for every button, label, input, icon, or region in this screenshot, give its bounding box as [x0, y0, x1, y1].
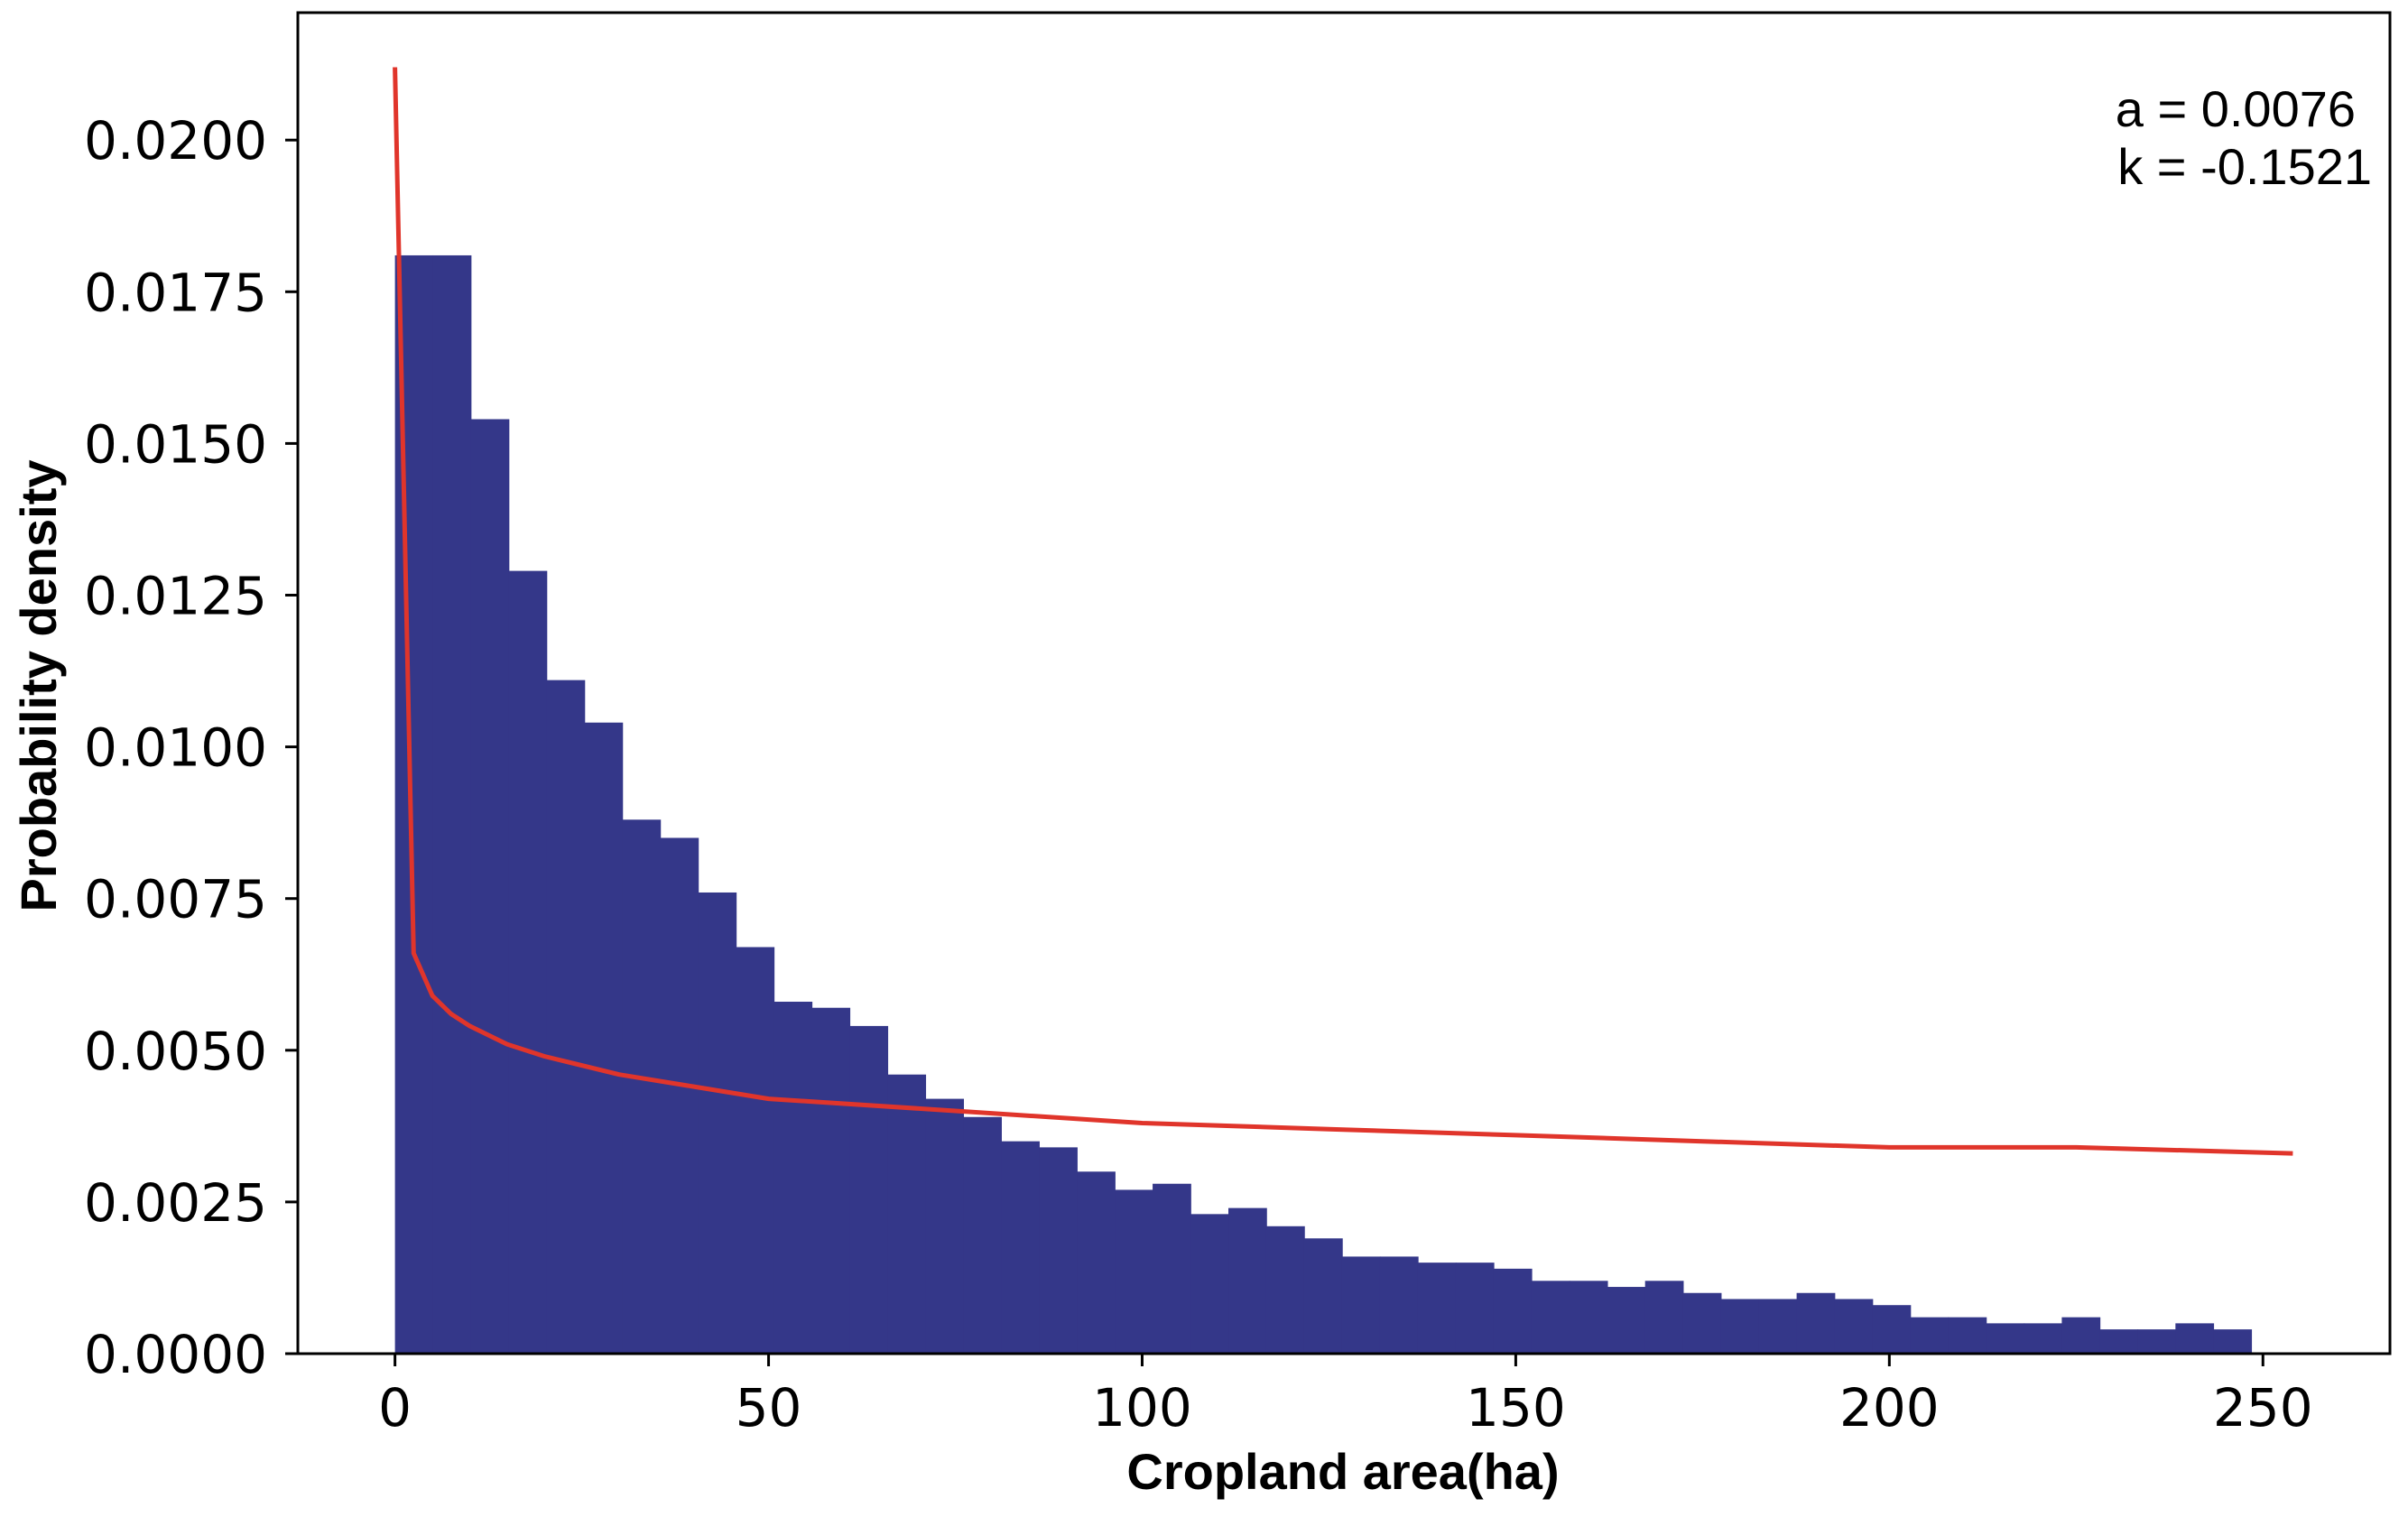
histogram-bar: [660, 837, 699, 1354]
x-tick-label: 250: [2213, 1377, 2313, 1438]
histogram-bar: [1379, 1256, 1419, 1354]
histogram-bar: [811, 1007, 851, 1354]
x-tick-label: 100: [1092, 1377, 1192, 1438]
histogram-bar: [1417, 1263, 1457, 1354]
histogram-bar: [1341, 1256, 1381, 1354]
histogram-bar: [584, 722, 624, 1354]
histogram-bar: [2061, 1317, 2101, 1354]
histogram-bar: [546, 680, 586, 1354]
y-axis-title: Probability density: [10, 460, 67, 912]
x-tick-label: 150: [1466, 1377, 1566, 1438]
y-tick-label: 0.0200: [84, 110, 267, 171]
histogram-bars: [394, 254, 2253, 1355]
y-axis-ticks: 0.0000 0.0025 0.0050 0.0075 0.0100 0.0125 0.01…: [84, 110, 298, 1385]
histogram-bar: [2099, 1329, 2139, 1354]
histogram-bar: [1910, 1317, 1950, 1354]
histogram-bar: [1190, 1214, 1229, 1354]
histogram-bar: [1986, 1323, 2025, 1354]
histogram-bar: [1265, 1226, 1305, 1354]
fit-curve-layer: [393, 67, 2293, 1156]
y-tick-label: 0.0175: [84, 262, 267, 323]
x-tick-label: 0: [378, 1377, 412, 1438]
histogram-bar: [963, 1116, 1002, 1354]
histogram-bar: [1115, 1189, 1153, 1354]
histogram-bar: [2175, 1323, 2215, 1354]
histogram-bar: [1758, 1299, 1798, 1354]
histogram-bar: [1001, 1141, 1040, 1354]
histogram-bar: [470, 419, 510, 1354]
histogram-bar: [1077, 1171, 1116, 1354]
histogram-bar: [1834, 1299, 1874, 1354]
histogram-bar: [1455, 1263, 1495, 1354]
histogram-bar: [1682, 1292, 1722, 1354]
annotation-k: k = -0.1521: [2117, 138, 2372, 195]
plot-frame: [296, 11, 2392, 1355]
histogram-bar: [2024, 1323, 2063, 1354]
y-tick-label: 0.0000: [84, 1324, 267, 1385]
histogram-bar: [508, 570, 548, 1354]
histogram-bar: [1720, 1299, 1760, 1354]
histogram-bar: [887, 1074, 927, 1354]
histogram-bar: [1039, 1147, 1078, 1354]
histogram-bar: [736, 947, 775, 1354]
histogram-bar: [1303, 1238, 1343, 1354]
y-tick-label: 0.0025: [84, 1172, 267, 1234]
histogram-bar: [925, 1098, 965, 1354]
histogram-bar: [1644, 1281, 1684, 1354]
y-tick-label: 0.0050: [84, 1021, 267, 1082]
x-axis-title: Cropland area(ha): [1126, 1443, 1559, 1500]
histogram-bar: [698, 892, 737, 1354]
y-tick-label: 0.0100: [84, 717, 267, 779]
histogram-bar: [2137, 1329, 2177, 1354]
annotation-a: a = 0.0076: [2116, 80, 2356, 137]
histogram-bar: [1228, 1207, 1267, 1354]
histogram-bar: [1531, 1281, 1570, 1354]
histogram-bar: [432, 254, 472, 1355]
histogram-bar: [1607, 1287, 1646, 1354]
histogram-bar: [1796, 1292, 1836, 1354]
fit-curve: [393, 67, 2293, 1156]
y-tick-label: 0.0125: [84, 566, 267, 627]
x-tick-label: 50: [736, 1377, 802, 1438]
y-tick-label: 0.0150: [84, 413, 267, 475]
y-tick-label: 0.0075: [84, 869, 267, 930]
x-tick-label: 200: [1839, 1377, 1940, 1438]
histogram-bar: [1153, 1183, 1191, 1354]
histogram-bar: [1493, 1268, 1533, 1354]
histogram-bar: [1872, 1305, 1912, 1354]
histogram-bar: [773, 1002, 813, 1354]
histogram-bar: [2213, 1329, 2253, 1354]
histogram-bar: [622, 819, 662, 1354]
histogram-bar: [849, 1025, 889, 1354]
histogram-bar: [1948, 1317, 1987, 1354]
x-axis-ticks: 0 50 100 150 200 250: [378, 1354, 2313, 1438]
histogram-bar: [1569, 1281, 1608, 1354]
